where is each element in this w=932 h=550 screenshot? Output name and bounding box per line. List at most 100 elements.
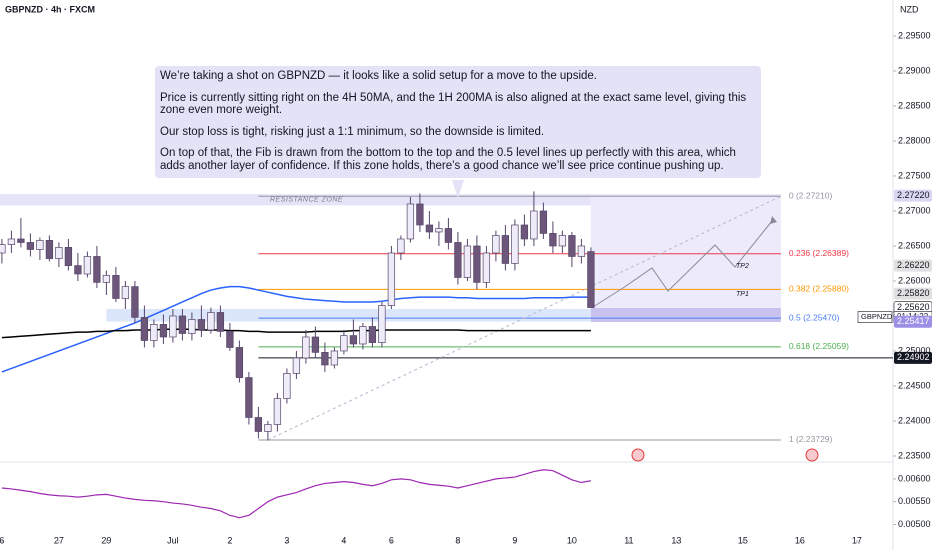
x-tick-label: 11 — [624, 535, 633, 545]
x-tick-label: 29 — [101, 535, 111, 545]
target-label: TP2 — [736, 263, 749, 270]
fib-trendline — [267, 195, 782, 441]
candle-body — [349, 335, 358, 345]
indicator-line — [1, 469, 592, 519]
candle-body — [473, 245, 481, 283]
candle-body — [112, 275, 120, 299]
fib-label: 0.5 (2.25470) — [789, 312, 840, 322]
candle-body — [435, 228, 443, 233]
candle-body — [36, 240, 44, 250]
zone — [590, 308, 781, 322]
x-tick-label: 15 — [738, 535, 748, 545]
background-layer: RESISTANCE ZONE 0 (2.27210) 0.236 (2.26389… — [0, 191, 849, 444]
candle-body — [7, 238, 16, 245]
y-tick-label: 2.29500 — [898, 30, 931, 40]
y-tick-label: 2.28000 — [898, 135, 931, 145]
candle-body — [26, 242, 35, 250]
symbol-box — [857, 311, 893, 323]
price-label: 2.25417 — [897, 316, 930, 326]
y-tick-label: 2.27500 — [898, 170, 931, 180]
fib-label: 0 (2.27210) — [789, 191, 833, 201]
price-label-box — [894, 315, 932, 328]
x-tick-label: 17 — [852, 535, 862, 545]
candle-body — [254, 417, 263, 432]
candle-body — [283, 373, 291, 399]
candle-body — [482, 252, 491, 283]
candle-body — [539, 210, 548, 234]
candle-body — [520, 224, 529, 240]
candle-body — [226, 331, 234, 348]
projection-path — [592, 220, 773, 308]
candle-body — [587, 251, 595, 308]
candle-body — [178, 315, 187, 334]
candle-body — [292, 357, 301, 374]
y-tick-label: 2.27000 — [898, 205, 931, 215]
candle-body — [207, 312, 215, 331]
candle-body — [17, 238, 25, 243]
candle-body — [406, 203, 415, 240]
y-tick-label: 2.24500 — [898, 380, 931, 390]
x-tick-label: 8 — [455, 535, 460, 545]
symbol-title: GBPNZD · 4h · FXCM — [5, 4, 95, 14]
fib-label: 0.236 (2.26389) — [789, 248, 849, 258]
x-tick-label: 3 — [284, 535, 289, 545]
x-tick-label: 4 — [341, 535, 346, 545]
candle-body — [568, 235, 576, 257]
x-tick-label: 13 — [671, 535, 681, 545]
candle-body — [74, 265, 82, 275]
candle-body — [321, 352, 329, 366]
y-tick-label: 2.26500 — [898, 240, 931, 250]
candle-body — [93, 256, 101, 283]
zone-label: RESISTANCE ZONE — [270, 197, 343, 204]
zone — [0, 194, 781, 206]
zone — [590, 196, 781, 322]
candle-body — [311, 336, 320, 353]
x-tick-label: 10 — [567, 535, 577, 545]
moving-average — [1, 285, 591, 373]
candle-body — [378, 305, 386, 343]
y-tick-label: 2.24000 — [898, 415, 931, 425]
candle-body — [387, 252, 396, 306]
projection-arrow — [770, 216, 777, 224]
candle-body — [340, 335, 348, 352]
moving-average — [1, 328, 591, 339]
candle-body — [83, 256, 92, 275]
price-label-box — [894, 351, 932, 364]
price-label: 2.27220 — [897, 190, 930, 200]
candle-body — [197, 319, 206, 331]
x-tick-label: Jul — [167, 535, 179, 545]
candle-body — [454, 242, 462, 278]
candle-body — [235, 347, 244, 378]
candle-body — [359, 326, 367, 345]
candle-body — [140, 317, 149, 341]
x-tick-label: 9 — [512, 535, 517, 545]
price-label: 2.25820 — [897, 288, 930, 298]
note-paragraph: Price is currently sitting right on the … — [160, 91, 747, 117]
x-tick-label: 6 — [0, 535, 4, 545]
candle-body — [64, 247, 73, 266]
candle-body — [425, 224, 434, 233]
candle-body — [150, 324, 158, 341]
y-tick-label: 2.25000 — [898, 345, 931, 355]
candle-body — [577, 245, 586, 257]
candle-body — [492, 235, 500, 254]
indicator-tick-label: 0.00550 — [898, 496, 931, 506]
fib-label: 1 (2.23729) — [789, 434, 833, 444]
indicator-tick-label: 0.00600 — [898, 473, 931, 483]
price-label: 2.24902 — [897, 352, 930, 362]
candle-body — [216, 312, 225, 332]
x-tick-label: 6 — [389, 535, 394, 545]
price-label-box — [894, 287, 932, 300]
event-icon[interactable] — [631, 448, 645, 462]
candle-body — [511, 224, 519, 264]
event-icon[interactable] — [805, 448, 819, 462]
candle-body — [273, 398, 282, 425]
target-label: TP1 — [736, 291, 749, 298]
candle-body — [188, 319, 196, 334]
y-tick-label: 2.23500 — [898, 450, 931, 460]
candle-body — [549, 233, 557, 247]
y-tick-label: 2.28500 — [898, 100, 931, 110]
price-label: 2.25620 — [897, 302, 930, 312]
